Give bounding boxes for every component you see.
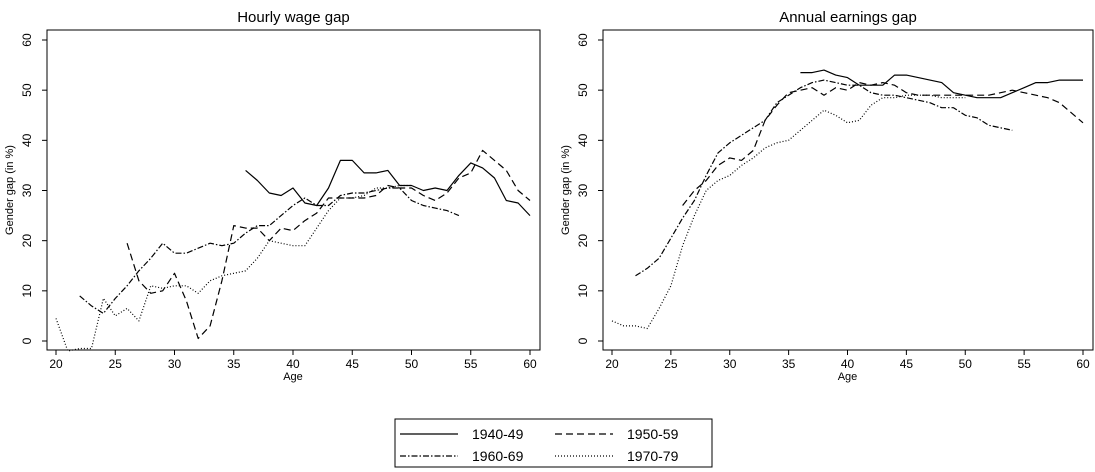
x-tick-label: 35 — [782, 357, 796, 371]
x-tick-label: 30 — [723, 357, 737, 371]
y-tick-label: 10 — [576, 284, 590, 298]
legend-label-1950-59: 1950-59 — [627, 426, 679, 442]
y-tick-label: 50 — [20, 83, 34, 97]
plot-frame — [46, 29, 541, 351]
x-tick-label: 50 — [405, 357, 419, 371]
legend-box — [394, 418, 713, 468]
series-line-1960-69 — [635, 79, 1013, 277]
chart-title: Hourly wage gap — [237, 9, 350, 26]
y-tick-label: 20 — [576, 234, 590, 248]
x-axis-label: Age — [838, 371, 858, 383]
x-axis-label: Age — [283, 371, 303, 383]
x-tick-label: 60 — [1076, 357, 1090, 371]
series-line-1950-59 — [682, 81, 1084, 206]
y-axis-label: Gender gap (in %) — [560, 145, 572, 235]
x-tick-label: 35 — [227, 357, 241, 371]
legend-label-1960-69: 1960-69 — [472, 448, 524, 464]
x-tick-label: 40 — [841, 357, 855, 371]
y-tick-label: 20 — [20, 234, 34, 248]
x-tick-label: 60 — [523, 357, 537, 371]
x-tick-label: 50 — [959, 357, 973, 371]
series-line-1950-59 — [126, 149, 531, 340]
hourly-wage-gap-panel: Hourly wage gap 20 25 30 35 40 45 50 55 60 Age 0 10 2… — [4, 9, 541, 383]
x-tick-label: 20 — [605, 357, 619, 371]
series-line-1940-49 — [245, 159, 531, 217]
legend-label-1970-79: 1970-79 — [627, 448, 679, 464]
x-tick-label: 30 — [168, 357, 182, 371]
series-line-1940-49 — [800, 69, 1083, 99]
x-tick-label: 25 — [109, 357, 123, 371]
annual-earnings-gap-panel: Annual earnings gap 20 25 30 35 40 45 50 55 60 Age… — [560, 9, 1094, 383]
y-tick-label: 40 — [576, 133, 590, 147]
y-tick-label: 30 — [576, 184, 590, 198]
x-tick-label: 55 — [464, 357, 478, 371]
y-tick-label: 50 — [576, 83, 590, 97]
y-tick-label: 40 — [20, 133, 34, 147]
series-line-1960-69 — [79, 187, 460, 314]
chart-title: Annual earnings gap — [779, 9, 917, 26]
x-tick-label: 45 — [900, 357, 914, 371]
y-axis-label: Gender gap (in %) — [4, 145, 16, 235]
x-tick-label: 25 — [664, 357, 678, 371]
x-tick-label: 55 — [1017, 357, 1031, 371]
legend: 1940-49 1950-59 1960-69 1970-79 — [394, 418, 713, 468]
y-tick-label: 30 — [20, 184, 34, 198]
y-tick-label: 0 — [20, 337, 34, 344]
y-tick-label: 60 — [576, 33, 590, 47]
y-tick-label: 10 — [20, 284, 34, 298]
x-tick-label: 40 — [286, 357, 300, 371]
x-tick-label: 20 — [49, 357, 63, 371]
x-tick-label: 45 — [346, 357, 360, 371]
legend-label-1940-49: 1940-49 — [472, 426, 524, 442]
series-line-1970-79 — [55, 184, 412, 352]
series-line-1970-79 — [611, 94, 966, 330]
y-tick-label: 60 — [20, 33, 34, 47]
y-tick-label: 0 — [576, 337, 590, 344]
